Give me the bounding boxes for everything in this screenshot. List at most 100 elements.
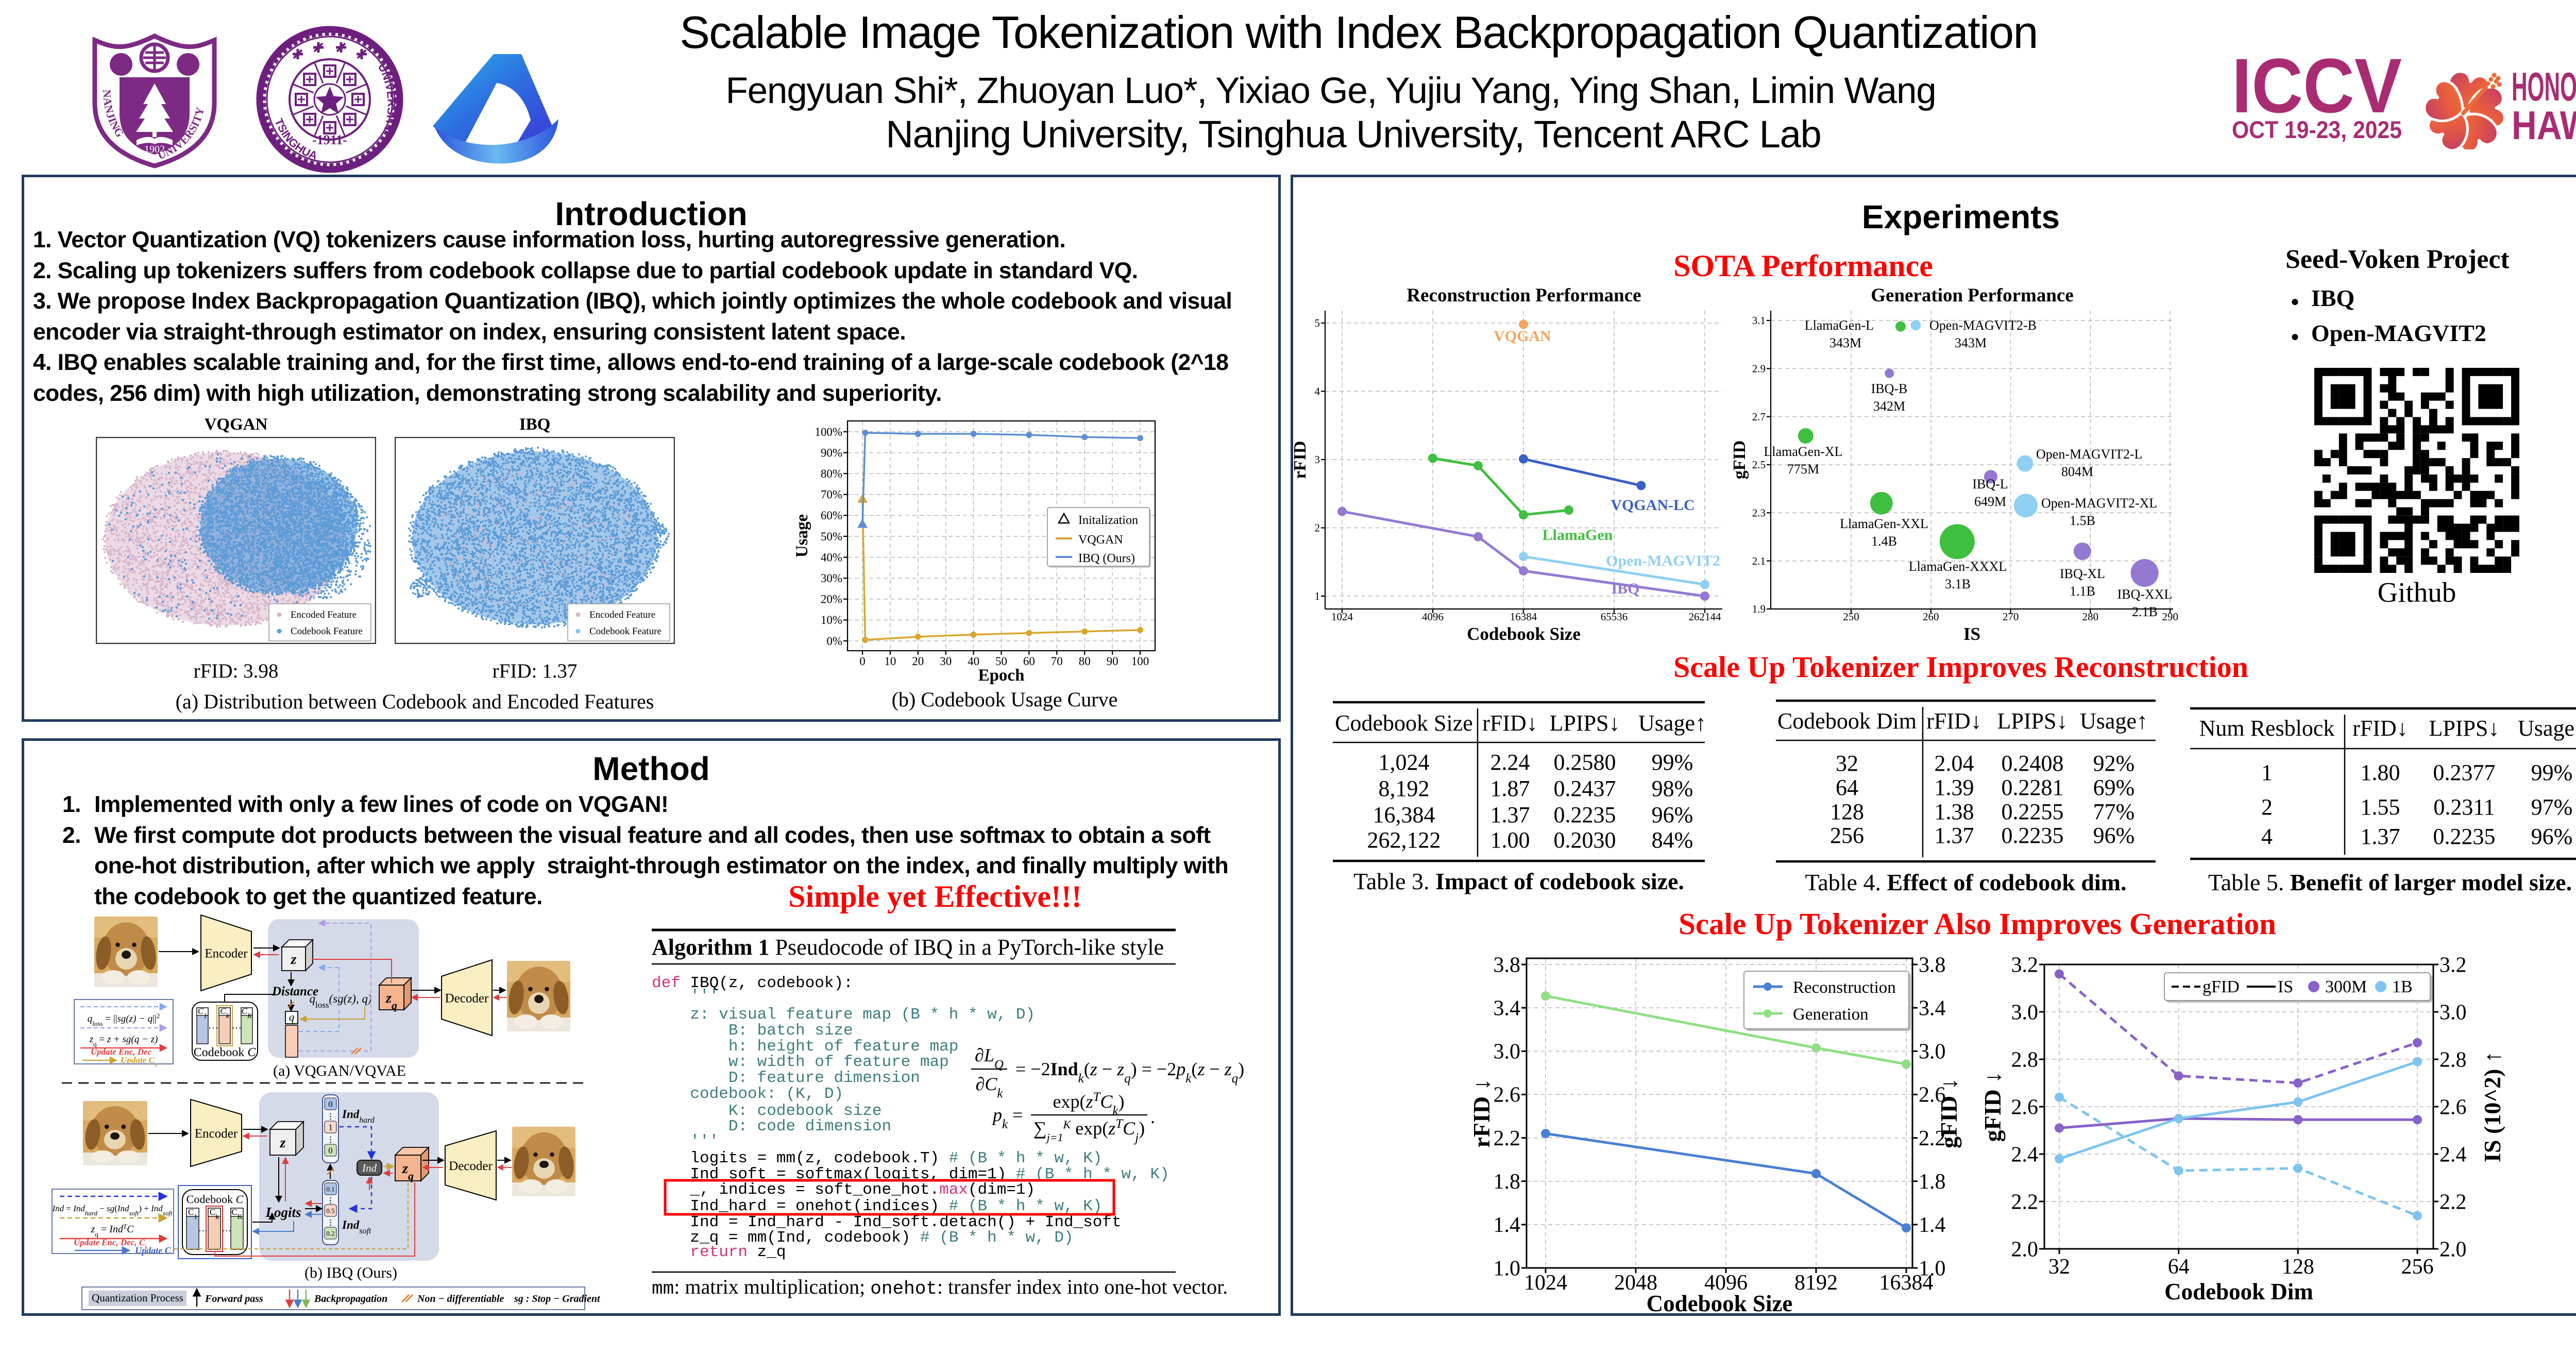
svg-text:2.4: 2.4	[2439, 1143, 2467, 1166]
svg-text:2.2: 2.2	[2011, 1190, 2039, 1214]
svg-text:1.37: 1.37	[1935, 823, 1974, 848]
svg-text:def IBQ(z, codebook):: def IBQ(z, codebook):	[652, 974, 853, 992]
svg-text:804M: 804M	[2061, 464, 2093, 479]
svg-text:''': '''	[652, 987, 719, 1005]
svg-text:Codebook Size: Codebook Size	[1335, 710, 1473, 736]
svg-text:VQGAN: VQGAN	[1494, 328, 1551, 345]
svg-text:30: 30	[940, 655, 952, 668]
svg-text:K: codebook size: K: codebook size	[652, 1102, 882, 1120]
svg-text:mm: matrix multiplication; one: mm: matrix multiplication; onehot: trans…	[652, 1275, 1228, 1299]
svg-text:1.00: 1.00	[1490, 827, 1530, 853]
svg-text:-1911-: -1911-	[312, 132, 347, 147]
svg-text:0: 0	[328, 1146, 333, 1156]
svg-text:(a) VQGAN/VQVAE: (a) VQGAN/VQVAE	[273, 1062, 406, 1079]
svg-text:2.6: 2.6	[1919, 1083, 1946, 1107]
svg-text:Open-MAGVIT2: Open-MAGVIT2	[1606, 552, 1720, 569]
svg-text:w: width of feature map: w: width of feature map	[652, 1053, 949, 1071]
svg-text:1024: 1024	[1331, 611, 1353, 623]
svg-text:return z_q: return z_q	[652, 1243, 786, 1261]
svg-text:···: ···	[198, 1226, 208, 1236]
svg-text:290: 290	[2162, 611, 2178, 623]
svg-text:codebook: (K, D): codebook: (K, D)	[652, 1085, 843, 1103]
svg-text:2.0: 2.0	[2439, 1238, 2467, 1261]
svg-text:Ind: Ind	[362, 1162, 377, 1174]
svg-text:2.8: 2.8	[2439, 1048, 2467, 1072]
svg-text:Generation Performance: Generation Performance	[1871, 285, 2074, 306]
svg-text:3.8: 3.8	[1919, 953, 1946, 977]
svg-text:VQGAN-LC: VQGAN-LC	[1611, 497, 1694, 514]
svg-text:0.2030: 0.2030	[1554, 827, 1616, 853]
svg-text:z: z	[280, 1135, 286, 1151]
svg-text:99%: 99%	[1652, 750, 1693, 775]
svg-text:D: feature dimension: D: feature dimension	[652, 1069, 920, 1087]
svg-text:2048: 2048	[1614, 1271, 1657, 1295]
svg-text:90%: 90%	[821, 446, 842, 459]
svg-text:3: 3	[1315, 453, 1320, 466]
svg-text:250: 250	[1843, 611, 1859, 623]
svg-text:280: 280	[2082, 611, 2099, 623]
svg-text:Logits: Logits	[265, 1205, 301, 1220]
svg-text:96%: 96%	[2531, 824, 2573, 849]
svg-text:1024: 1024	[1524, 1271, 1567, 1295]
svg-text:3.1: 3.1	[1752, 314, 1766, 327]
svg-text:96%: 96%	[2093, 823, 2135, 848]
svg-text:30%: 30%	[821, 572, 842, 585]
svg-text:2.1: 2.1	[1752, 555, 1766, 567]
svg-text:1.5B: 1.5B	[2070, 513, 2095, 528]
svg-text:gFID ↓: gFID ↓	[1936, 1078, 1962, 1148]
svg-text:IS: IS	[1963, 624, 1980, 644]
svg-text:2.5: 2.5	[1752, 459, 1766, 471]
svg-text:4: 4	[2261, 824, 2273, 849]
svg-text:h: height of feature map: h: height of feature map	[652, 1038, 958, 1056]
svg-text:''': '''	[652, 1132, 719, 1150]
svg-text:IS: IS	[2278, 977, 2293, 996]
svg-text:3.1B: 3.1B	[1945, 577, 1971, 591]
svg-text:20%: 20%	[821, 593, 842, 606]
svg-text:HONOLULU: HONOLULU	[2512, 64, 2576, 109]
svg-text:1: 1	[2261, 760, 2273, 785]
svg-text:Indhard: Indhard	[342, 1108, 375, 1125]
svg-text:LPIPS↓: LPIPS↓	[1550, 710, 1620, 736]
svg-text:40: 40	[968, 655, 979, 668]
svg-text:VQGAN: VQGAN	[1078, 533, 1123, 547]
svg-text:90: 90	[1107, 655, 1118, 668]
svg-text:Usage↑: Usage↑	[2080, 708, 2148, 734]
svg-text:∂LQ: ∂LQ	[975, 1045, 1004, 1072]
svg-text:.: .	[1150, 1107, 1155, 1127]
svg-text:Generation: Generation	[1793, 1005, 1869, 1024]
svg-text:_, indices = soft_one_hot.max(: _, indices = soft_one_hot.max(dim=1)	[652, 1181, 1035, 1199]
svg-text:IBQ-B: IBQ-B	[1871, 381, 1908, 396]
svg-text:8,192: 8,192	[1379, 776, 1430, 801]
svg-text:32: 32	[1836, 751, 1858, 776]
svg-text:Update Enc, Dec, Ck: Update Enc, Dec, Ck	[74, 1238, 148, 1250]
svg-text:2.7: 2.7	[1752, 411, 1766, 423]
svg-text:rFID↓: rFID↓	[1926, 708, 1982, 734]
svg-text:OCT 19-23, 2025: OCT 19-23, 2025	[2232, 116, 2402, 143]
svg-text:343M: 343M	[1955, 335, 1987, 350]
svg-text:775M: 775M	[1787, 462, 1819, 477]
svg-text:270: 270	[2003, 611, 2019, 623]
svg-text:16,384: 16,384	[1373, 802, 1435, 827]
svg-text:1,024: 1,024	[1379, 750, 1430, 775]
svg-text:Usage: Usage	[793, 514, 811, 557]
svg-text:2.6: 2.6	[2439, 1095, 2467, 1119]
svg-text:Codebook Feature: Codebook Feature	[589, 626, 662, 637]
svg-text:98%: 98%	[1652, 776, 1693, 801]
svg-text:1.55: 1.55	[2361, 794, 2400, 820]
svg-text:1B: 1B	[2392, 977, 2413, 996]
svg-text:262,122: 262,122	[1367, 827, 1441, 853]
svg-text:HAWAII: HAWAII	[2512, 103, 2576, 148]
svg-text:2.8: 2.8	[2011, 1048, 2039, 1072]
svg-text:1.4: 1.4	[1919, 1213, 1946, 1237]
svg-text:pk =: pk =	[991, 1105, 1023, 1131]
svg-text:2.2: 2.2	[2439, 1190, 2467, 1214]
svg-text:LPIPS↓: LPIPS↓	[1997, 708, 2068, 734]
svg-text:Ind = Ind_hard - Ind_soft.deta: Ind = Ind_hard - Ind_soft.detach() + Ind…	[652, 1213, 1122, 1231]
svg-text:40%: 40%	[821, 551, 842, 564]
svg-text:2.2: 2.2	[1919, 1127, 1946, 1150]
svg-text:Update Enc, Dec: Update Enc, Dec	[91, 1047, 152, 1057]
svg-text:256: 256	[2401, 1255, 2434, 1279]
svg-text:gFID ↓: gFID ↓	[1979, 1072, 2006, 1142]
svg-text:92%: 92%	[2093, 751, 2135, 776]
svg-text:1.0: 1.0	[1919, 1257, 1946, 1280]
